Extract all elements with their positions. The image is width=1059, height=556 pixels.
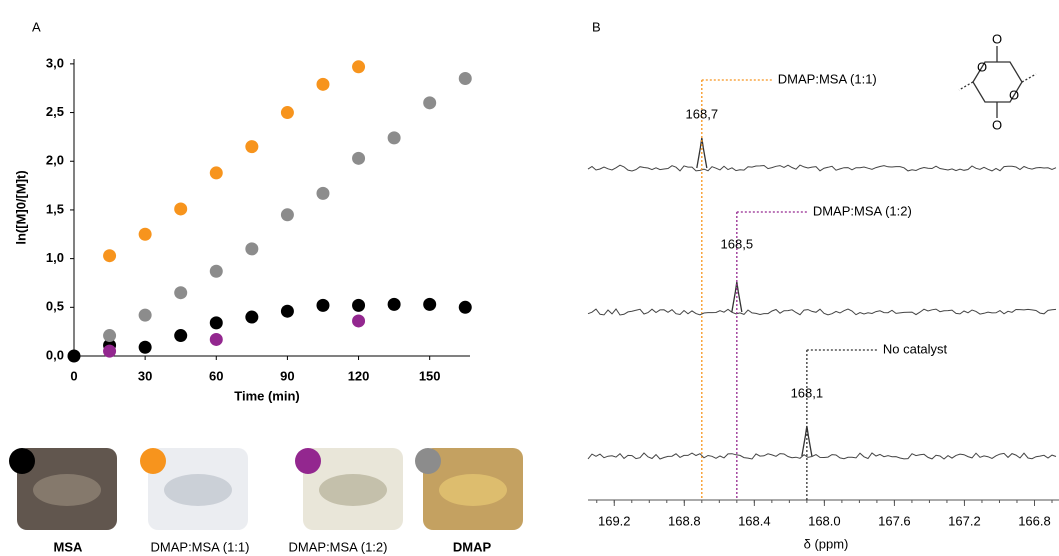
legend-marker (9, 448, 35, 474)
x-tick-label: 60 (209, 368, 223, 383)
x-tick-label: 167.2 (948, 513, 981, 528)
data-point (210, 265, 223, 278)
panel-label: B (592, 19, 601, 34)
data-point (210, 316, 223, 329)
data-point (388, 131, 401, 144)
bond (1022, 74, 1036, 82)
data-point (352, 314, 365, 327)
data-point (139, 341, 152, 354)
data-point (281, 305, 294, 318)
data-point (459, 301, 472, 314)
data-point (245, 311, 258, 324)
data-point (316, 299, 329, 312)
y-tick-label: 1,0 (46, 250, 64, 265)
data-point (352, 299, 365, 312)
data-point (423, 96, 436, 109)
x-axis-label: δ (ppm) (804, 536, 849, 551)
data-point (388, 298, 401, 311)
data-point (103, 345, 116, 358)
x-tick-label: 90 (280, 368, 294, 383)
data-point (423, 298, 436, 311)
data-point (174, 286, 187, 299)
x-tick-label: 169.2 (598, 513, 631, 528)
photo-highlight (164, 474, 232, 506)
series-label: No catalyst (883, 341, 948, 356)
atom-label: O (992, 31, 1002, 46)
data-point (210, 166, 223, 179)
x-tick-label: 0 (70, 368, 77, 383)
data-point (316, 78, 329, 91)
atom-label: O (1009, 87, 1019, 102)
legend-label: DMAP:MSA (1:1) (151, 539, 250, 554)
data-point (459, 72, 472, 85)
x-tick-label: 168.4 (738, 513, 771, 528)
x-tick-label: 30 (138, 368, 152, 383)
y-tick-label: 1,5 (46, 201, 64, 216)
peak-label: 168,1 (791, 385, 824, 400)
x-tick-label: 166.8 (1018, 513, 1051, 528)
spectrum-trace (588, 453, 1056, 459)
y-tick-label: 2,5 (46, 104, 64, 119)
x-axis-label: Time (min) (234, 388, 300, 403)
peak-label: 168,5 (721, 236, 754, 251)
figure: O O O O A 0,0 0,5 1,0 1,5 2,0 2,5 3,0 0 30 60 90 120… (0, 0, 1059, 556)
y-axis-label: ln([M]0/[M]t) (13, 170, 28, 244)
legend-marker (415, 448, 441, 474)
data-point (281, 106, 294, 119)
data-point (281, 208, 294, 221)
peak-label: 168,7 (686, 106, 719, 121)
legend-label: DMAP:MSA (1:2) (289, 539, 388, 554)
y-tick-label: 0,5 (46, 299, 64, 314)
bond (959, 82, 973, 90)
y-tick-label: 2,0 (46, 153, 64, 168)
photo-highlight (439, 474, 507, 506)
series-label: DMAP:MSA (1:2) (813, 203, 912, 218)
atom-label: O (992, 117, 1002, 132)
data-point (316, 187, 329, 200)
x-tick-label: 167.6 (878, 513, 911, 528)
x-tick-label: 168.0 (808, 513, 841, 528)
structure (959, 46, 1036, 118)
data-point (139, 309, 152, 322)
photo-highlight (33, 474, 101, 506)
x-tick-label: 150 (419, 368, 441, 383)
spectrum-trace (588, 165, 1056, 171)
data-point (174, 329, 187, 342)
y-tick-label: 3,0 (46, 55, 64, 70)
y-tick-label: 0,0 (46, 347, 64, 362)
atom-label: O (977, 59, 987, 74)
data-point (352, 60, 365, 73)
data-point (103, 329, 116, 342)
data-point (210, 333, 223, 346)
data-point (245, 242, 258, 255)
data-point (139, 228, 152, 241)
panel-label: A (32, 19, 41, 34)
data-point (103, 249, 116, 262)
photo-highlight (319, 474, 387, 506)
data-point (245, 140, 258, 153)
x-tick-label: 168.8 (668, 513, 701, 528)
legend-marker (295, 448, 321, 474)
page: {"chart_data": [ {"type": "scatter", "pa… (0, 0, 1059, 556)
series-label: DMAP:MSA (1:1) (778, 71, 877, 86)
x-tick-label: 120 (348, 368, 370, 383)
data-point (68, 350, 81, 363)
spectrum-trace (588, 309, 1056, 315)
legend-label: MSA (54, 539, 84, 554)
data-point (174, 202, 187, 215)
legend-marker (140, 448, 166, 474)
legend-label: DMAP (453, 539, 492, 554)
data-point (352, 152, 365, 165)
